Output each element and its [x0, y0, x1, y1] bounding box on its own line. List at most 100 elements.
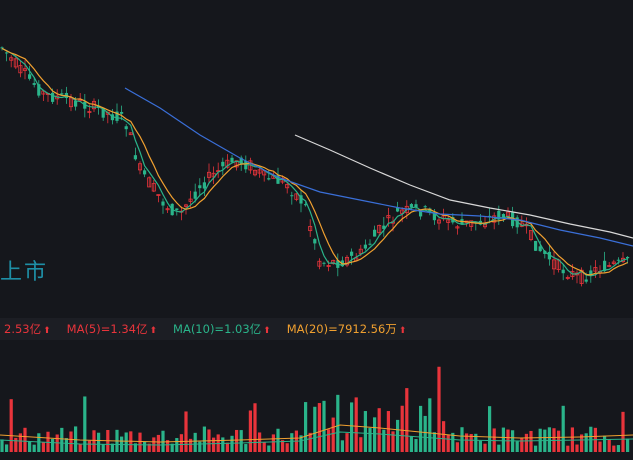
volume-bar: [267, 445, 271, 452]
candle-body: [133, 155, 137, 160]
candle-body: [382, 225, 386, 229]
volume-bar: [446, 434, 450, 452]
candle-body: [124, 126, 128, 130]
candle-body: [267, 178, 271, 180]
candle-body: [326, 265, 331, 267]
volume-bar: [598, 441, 602, 452]
volume-bar: [391, 431, 395, 452]
candle-body: [60, 93, 64, 95]
candle-body: [538, 246, 542, 252]
volume-bar: [612, 445, 616, 452]
volume-bar: [299, 435, 303, 452]
candle-body: [344, 256, 349, 266]
volume-bar: [41, 442, 45, 452]
volume-bar: [74, 426, 78, 452]
volume-bar: [262, 442, 266, 452]
volume-value: 2.53亿 ⬆: [4, 322, 51, 336]
candle-body: [5, 52, 9, 54]
volume-bar: [317, 403, 321, 452]
volume-bar: [221, 437, 225, 452]
volume-bar: [423, 415, 427, 452]
candle-body: [446, 219, 451, 223]
candle-body: [377, 224, 382, 234]
volume-bar: [83, 396, 87, 452]
candle-body: [257, 169, 262, 174]
candle-body: [28, 74, 32, 79]
up-arrow-icon: ⬆: [263, 326, 271, 336]
volume-bar: [373, 417, 377, 452]
candle-body: [469, 220, 474, 227]
candle-body: [436, 219, 441, 224]
candle-body: [115, 111, 119, 121]
volume-ma-line: [0, 424, 633, 443]
volume-bar: [575, 444, 579, 452]
volume-bar: [285, 443, 289, 452]
volume-bar: [386, 411, 390, 452]
volume-bar: [409, 436, 413, 452]
candle-body: [22, 68, 27, 71]
candle-body: [363, 244, 367, 249]
volume-bar: [501, 427, 505, 452]
volume-bar: [474, 433, 478, 452]
candle-body: [603, 260, 607, 272]
candle-body: [386, 215, 391, 219]
volume-bar: [345, 433, 349, 452]
volume-bar: [313, 406, 317, 452]
candle-body: [221, 161, 225, 167]
volume-bar: [9, 399, 13, 452]
ma5-line: [1, 47, 628, 277]
volume-bar: [442, 421, 446, 452]
volume-bar: [584, 433, 588, 452]
candle-body: [51, 92, 55, 102]
volume-bar: [156, 434, 160, 452]
volume-bar: [60, 427, 64, 452]
volume-bar: [78, 444, 82, 452]
volume-bar: [276, 428, 280, 452]
volume-bar: [561, 405, 565, 452]
volume-bar: [212, 437, 216, 452]
volume-bar: [455, 442, 459, 452]
candle-body: [165, 208, 170, 211]
candle-body: [18, 65, 23, 74]
candle-body: [299, 195, 303, 204]
volume-ma-info-bar: 2.53亿 ⬆ MA(5)=1.34亿 ⬆ MA(10)=1.03亿 ⬆ MA(20)…: [0, 318, 633, 340]
candle-body: [120, 111, 124, 114]
volume-bar: [147, 443, 151, 452]
volume-bar: [290, 433, 294, 452]
ma5-volume: MA(5)=1.34亿 ⬆: [66, 322, 158, 336]
volume-bar: [124, 432, 128, 452]
volume-bar: [97, 432, 101, 452]
volume-bar: [5, 444, 9, 452]
volume-bar: [327, 429, 331, 452]
candle-body: [561, 269, 565, 274]
volume-chart[interactable]: [0, 340, 633, 452]
volume-bar: [515, 441, 519, 452]
candle-body: [37, 84, 41, 96]
candle-body: [151, 183, 156, 192]
candle-body: [308, 226, 313, 232]
volume-bar: [580, 434, 584, 452]
candlestick-chart[interactable]: [0, 0, 633, 318]
candle-body: [313, 239, 317, 244]
volume-bar: [322, 400, 326, 452]
volume-bar: [340, 440, 344, 452]
volume-bar: [534, 445, 538, 452]
volume-bar: [87, 440, 91, 452]
candle-body: [593, 267, 598, 272]
volume-bar: [331, 417, 335, 452]
volume-bar: [225, 442, 229, 452]
candle-body: [579, 269, 584, 284]
candle-body: [294, 193, 299, 200]
volume-bar: [497, 444, 501, 452]
volume-bar: [621, 411, 625, 452]
volume-bar: [193, 432, 197, 452]
volume-bar: [184, 411, 188, 452]
volume-bar: [32, 444, 36, 452]
volume-bar: [451, 432, 455, 452]
volume-bar: [603, 435, 607, 452]
volume-bar: [368, 428, 372, 452]
volume-bar: [400, 405, 404, 452]
volume-bar: [143, 441, 147, 452]
candle-body: [156, 194, 161, 196]
